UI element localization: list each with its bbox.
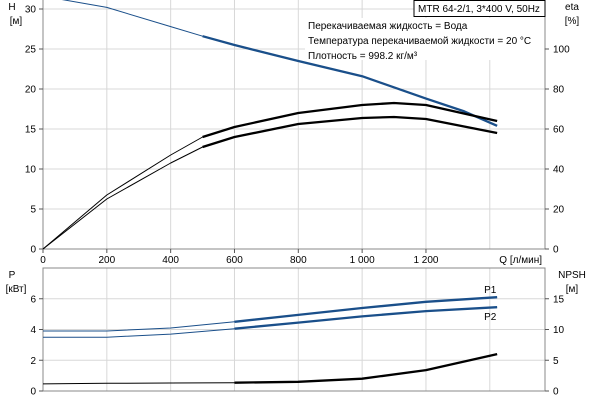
y-tick-label: 4	[30, 325, 36, 336]
series-line-operating-range	[202, 35, 498, 127]
x-axis-label: Q [л/мин]	[499, 255, 542, 266]
y2-tick-label: 10	[553, 325, 565, 336]
y2-tick-label: 100	[553, 45, 570, 56]
y2-tick-label: 0	[553, 245, 559, 256]
x-tick-label: 1 200	[413, 255, 438, 266]
y-tick-label: 5	[30, 205, 36, 216]
y2-tick-label: 15	[553, 294, 565, 305]
y2-axis-unit: [м]	[566, 284, 579, 295]
y-tick-label: 30	[25, 5, 37, 16]
x-tick-label: 0	[40, 255, 46, 266]
x-tick-label: 1 000	[350, 255, 375, 266]
y-tick-label: 20	[25, 85, 37, 96]
x-tick-label: 600	[226, 255, 243, 266]
y-tick-label: 15	[25, 125, 37, 136]
y-tick-label: 0	[30, 387, 36, 398]
x-tick-label: 400	[162, 255, 179, 266]
x-tick-label: 800	[290, 255, 307, 266]
y-axis-unit: [кВт]	[6, 284, 27, 295]
x-tick-label: 200	[98, 255, 115, 266]
y-axis-label: H	[8, 2, 15, 13]
title-box-text: MTR 64-2/1, 3*400 V, 50Hz	[418, 4, 540, 15]
series-line-curve-2	[42, 116, 498, 250]
y-axis-unit: [м]	[10, 16, 23, 27]
series-label-P1: P1	[484, 285, 497, 296]
series-line-operating-range	[202, 115, 498, 149]
y-axis-label: P	[9, 270, 16, 281]
y2-axis-unit: [%]	[565, 16, 580, 27]
annotation-text: Температура перекачиваемой жидкости = 20…	[308, 36, 531, 47]
plot-frame	[42, 0, 546, 250]
y2-tick-label: 5	[553, 356, 559, 367]
y-tick-label: 0	[30, 245, 36, 256]
y2-axis-label: eta	[565, 2, 579, 13]
series-line-operating-range	[202, 101, 498, 139]
annotation-text: Перекачиваемая жидкость = Вода	[308, 21, 468, 32]
series-line-curve-1	[42, 102, 498, 250]
series-line-operating-range	[234, 352, 498, 384]
y-tick-label: 25	[25, 45, 37, 56]
y-tick-label: 10	[25, 165, 37, 176]
y-tick-label: 2	[30, 356, 36, 367]
series-label-P2: P2	[484, 312, 497, 323]
series-line-operating-range	[234, 306, 498, 330]
y-tick-label: 6	[30, 294, 36, 305]
y2-tick-label: 0	[553, 387, 559, 398]
y2-tick-label: 60	[553, 125, 565, 136]
y2-axis-label: NPSH	[558, 270, 586, 281]
annotation-text: Плотность = 998.2 кг/м³	[308, 51, 418, 62]
y2-tick-label: 80	[553, 85, 565, 96]
y2-tick-label: 40	[553, 165, 565, 176]
y2-tick-label: 20	[553, 205, 565, 216]
series-line-operating-range	[234, 296, 498, 323]
title-box	[413, 0, 546, 17]
annotation-background	[305, 18, 544, 60]
